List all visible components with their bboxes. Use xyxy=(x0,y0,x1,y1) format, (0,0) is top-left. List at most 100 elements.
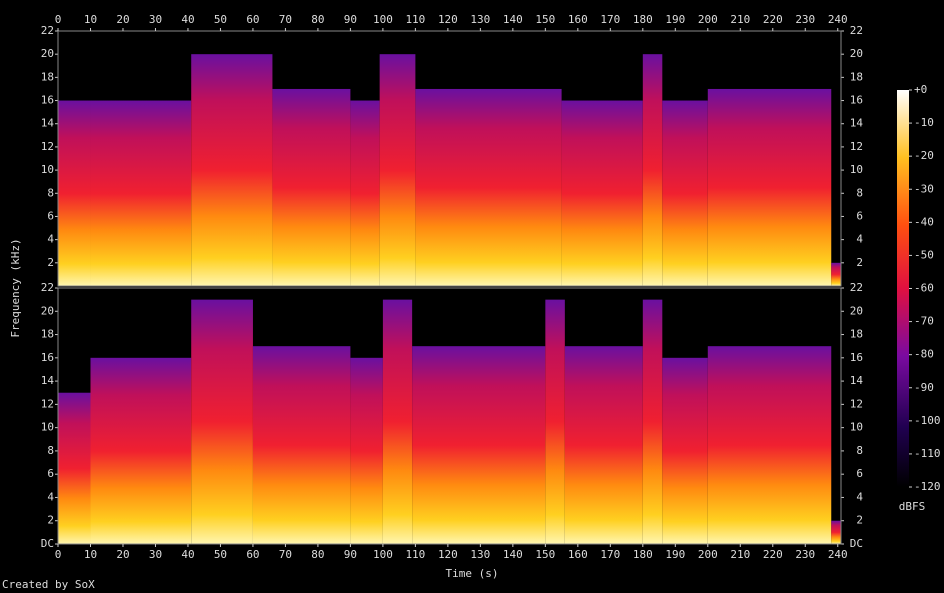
x-tick-label: 10 xyxy=(84,548,97,561)
x-tick-label: 210 xyxy=(730,13,750,26)
x-tick-label: 150 xyxy=(535,548,555,561)
y-tick-label: 10 xyxy=(850,163,863,176)
x-tick-label: 80 xyxy=(311,13,324,26)
x-tick-label: 190 xyxy=(665,548,685,561)
spectrum-band xyxy=(831,520,841,544)
y-tick-label: 6 xyxy=(856,209,863,222)
y-tick-label: 16 xyxy=(41,94,54,107)
y-tick-label: 4 xyxy=(47,490,54,503)
y-axis-label: Frequency (kHz) xyxy=(9,238,22,337)
y-tick-label: 10 xyxy=(41,163,54,176)
colorbar-tick-label: -110 xyxy=(914,447,941,460)
colorbar-label: dBFS xyxy=(899,500,926,513)
spectrum-band xyxy=(350,357,383,544)
x-tick-label: 110 xyxy=(405,13,425,26)
x-tick-label: 160 xyxy=(568,548,588,561)
x-tick-label: 20 xyxy=(116,13,129,26)
y-tick-label: 2 xyxy=(47,514,54,527)
y-tick-label: 22 xyxy=(850,281,863,294)
colorbar-tick-label: -60 xyxy=(914,282,934,295)
spectrum-band xyxy=(412,346,546,544)
y-tick-label: 22 xyxy=(41,281,54,294)
y-tick-label: 4 xyxy=(47,233,54,246)
spectrum-band xyxy=(564,346,643,544)
x-tick-label: 60 xyxy=(246,13,259,26)
x-tick-label: 50 xyxy=(214,13,227,26)
colorbar-tick-label: +0 xyxy=(914,83,927,96)
x-tick-label: 200 xyxy=(698,13,718,26)
colorbar xyxy=(897,90,909,487)
y-tick-label: 14 xyxy=(41,117,55,130)
x-tick-label: 180 xyxy=(633,548,653,561)
colorbar-tick-label: -50 xyxy=(914,248,934,261)
y-tick-label: 18 xyxy=(41,328,54,341)
x-tick-label: 0 xyxy=(55,548,62,561)
x-tick-label: 240 xyxy=(828,13,848,26)
colorbar-tick-label: -90 xyxy=(914,381,934,394)
y-tick-label: 16 xyxy=(41,351,54,364)
x-tick-label: 150 xyxy=(535,13,555,26)
spectrum-band xyxy=(662,100,708,286)
x-tick-label: 100 xyxy=(373,548,393,561)
x-tick-label: 200 xyxy=(698,548,718,561)
y-tick-label: 2 xyxy=(856,256,863,269)
x-tick-label: 80 xyxy=(311,548,324,561)
spectrum-band xyxy=(272,88,351,286)
y-tick-label: 6 xyxy=(47,467,54,480)
y-tick-label: 6 xyxy=(856,467,863,480)
y-tick-label: 4 xyxy=(856,233,863,246)
colorbar-tick-label: -120 xyxy=(914,480,941,493)
y-tick-label: 18 xyxy=(41,70,54,83)
x-tick-label: 170 xyxy=(600,13,620,26)
x-tick-label: 50 xyxy=(214,548,227,561)
colorbar-tick-label: -40 xyxy=(914,215,934,228)
spectrum-band xyxy=(90,357,192,544)
x-tick-label: 10 xyxy=(84,13,97,26)
y-tick-label: 20 xyxy=(41,304,54,317)
spectrum-band xyxy=(545,299,565,544)
y-tick-label: 22 xyxy=(41,24,54,37)
spectrum-band xyxy=(191,54,273,286)
y-tick-label: 8 xyxy=(47,186,54,199)
x-tick-label: 0 xyxy=(55,13,62,26)
y-tick-label: 14 xyxy=(850,117,864,130)
spectrum-band xyxy=(350,100,380,286)
spectrum-band xyxy=(642,299,663,544)
y-tick-label: 6 xyxy=(47,209,54,222)
y-tick-label: 12 xyxy=(850,397,863,410)
y-tick-label: 12 xyxy=(41,140,54,153)
spectrum-band xyxy=(707,346,832,544)
y-tick-label: 10 xyxy=(41,421,54,434)
y-tick-label: 12 xyxy=(41,397,54,410)
x-tick-label: 170 xyxy=(600,548,620,561)
colorbar-tick-label: -30 xyxy=(914,182,934,195)
spectrum-band xyxy=(707,88,832,286)
spectrum-band xyxy=(831,262,841,286)
spectrum-band xyxy=(58,100,91,286)
x-tick-label: 230 xyxy=(795,13,815,26)
y-tick-label: 10 xyxy=(850,421,863,434)
x-tick-label: 160 xyxy=(568,13,588,26)
y-tick-label: 18 xyxy=(850,328,863,341)
x-tick-label: 130 xyxy=(470,548,490,561)
y-tick-label: 4 xyxy=(856,490,863,503)
spectrum-band xyxy=(382,299,413,544)
y-tick-label: 22 xyxy=(850,24,863,37)
colorbar-tick-label: -70 xyxy=(914,315,934,328)
x-tick-label: 180 xyxy=(633,13,653,26)
y-tick-label: 16 xyxy=(850,94,863,107)
y-tick-label: 12 xyxy=(850,140,863,153)
spectrum-band xyxy=(379,54,416,286)
x-tick-label: 20 xyxy=(116,548,129,561)
y-tick-label: 20 xyxy=(41,47,54,60)
x-tick-label: 140 xyxy=(503,548,523,561)
x-tick-label: 60 xyxy=(246,548,259,561)
x-tick-label: 70 xyxy=(279,13,292,26)
x-tick-label: 220 xyxy=(763,548,783,561)
y-tick-label: DC xyxy=(850,537,863,550)
x-tick-label: 140 xyxy=(503,13,523,26)
y-tick-label: 2 xyxy=(856,514,863,527)
x-tick-label: 210 xyxy=(730,548,750,561)
x-tick-label: 120 xyxy=(438,548,458,561)
